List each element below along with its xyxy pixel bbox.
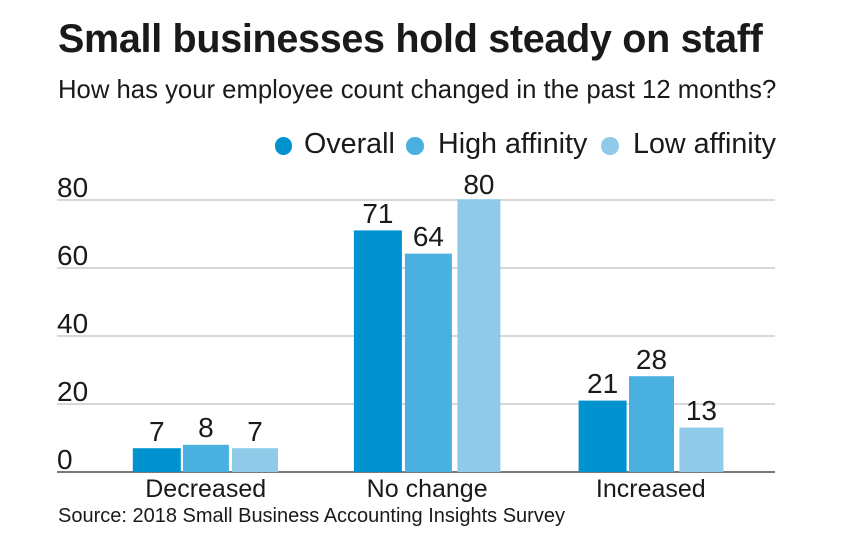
svg-text:40: 40 xyxy=(57,308,88,339)
svg-text:20: 20 xyxy=(57,376,88,407)
svg-text:8: 8 xyxy=(198,412,214,443)
svg-text:No change: No change xyxy=(367,475,488,503)
svg-text:60: 60 xyxy=(57,240,88,271)
svg-text:Decreased: Decreased xyxy=(145,475,266,503)
svg-text:13: 13 xyxy=(686,395,717,426)
svg-text:7: 7 xyxy=(247,416,263,447)
svg-text:28: 28 xyxy=(636,344,667,375)
svg-text:21: 21 xyxy=(587,368,618,399)
svg-text:80: 80 xyxy=(57,172,88,203)
svg-text:7: 7 xyxy=(149,416,165,447)
svg-text:Increased: Increased xyxy=(596,475,706,503)
svg-text:0: 0 xyxy=(57,444,73,475)
svg-text:71: 71 xyxy=(362,198,393,229)
svg-text:64: 64 xyxy=(413,221,444,252)
svg-text:80: 80 xyxy=(463,169,494,200)
